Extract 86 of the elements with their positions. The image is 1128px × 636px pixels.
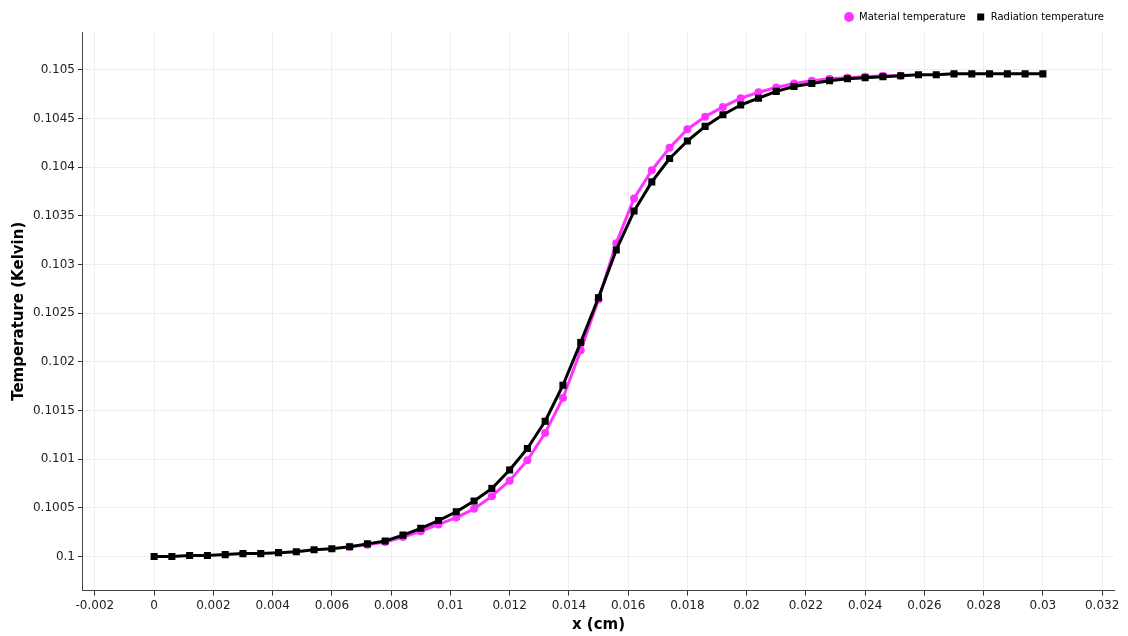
point — [292, 548, 300, 556]
point — [950, 70, 958, 78]
x-tick-label: 0 — [150, 597, 158, 612]
point — [612, 246, 620, 254]
point — [1039, 70, 1047, 78]
point — [310, 546, 318, 554]
x-tick-label: 0.028 — [966, 597, 1001, 612]
y-tick-label: 0.1035 — [32, 208, 75, 223]
x-tick-label: 0.016 — [610, 597, 646, 612]
point — [666, 154, 674, 163]
point — [559, 381, 567, 389]
point — [523, 444, 531, 453]
x-tick-label: 0.012 — [492, 597, 527, 612]
point — [328, 545, 336, 553]
x-tick-label: 0.026 — [907, 597, 942, 612]
point — [808, 80, 816, 88]
point — [648, 178, 656, 186]
x-tick-label: 0.03 — [1029, 597, 1057, 612]
point — [452, 508, 460, 516]
point — [630, 194, 639, 203]
y-tick-label: 0.104 — [40, 159, 75, 174]
point — [470, 497, 478, 505]
point — [719, 111, 727, 119]
point — [488, 484, 496, 492]
x-tick-label: 0.018 — [670, 597, 705, 612]
point — [772, 87, 780, 95]
legend-label: Radiation temperature — [990, 10, 1105, 22]
x-axis-title: x (cm) — [571, 614, 626, 633]
y-tick-label: 0.103 — [40, 256, 75, 271]
y-tick-label: 0.1005 — [32, 500, 75, 515]
point — [203, 552, 211, 560]
y-tick-label: 0.105 — [40, 62, 75, 77]
point — [523, 456, 532, 465]
y-tick-label: 0.101 — [40, 451, 75, 466]
point — [932, 71, 940, 79]
point — [150, 553, 158, 561]
point — [630, 207, 638, 215]
point — [274, 549, 283, 557]
point — [718, 102, 727, 111]
point — [968, 70, 976, 78]
point — [683, 125, 692, 134]
x-tick-label: 0.032 — [1084, 597, 1120, 612]
y-tick-label: 0.1045 — [32, 110, 75, 125]
point — [257, 550, 265, 558]
point — [506, 466, 514, 474]
x-tick-label: 0.02 — [733, 597, 760, 612]
point — [487, 492, 496, 501]
point — [470, 504, 479, 513]
point — [186, 552, 194, 560]
y-tick-label: 0.1015 — [32, 402, 75, 417]
point — [541, 417, 549, 425]
point — [701, 112, 710, 121]
x-tick-label: 0.006 — [314, 597, 350, 612]
point — [558, 393, 567, 402]
point — [505, 476, 514, 485]
point — [1003, 70, 1011, 78]
point — [914, 71, 922, 79]
x-tick-label: 0.024 — [847, 597, 883, 612]
point — [701, 122, 709, 130]
point — [754, 94, 763, 102]
point — [239, 550, 247, 558]
x-tick-label: 0.002 — [196, 597, 231, 612]
x-tick-label: 0.022 — [788, 597, 824, 612]
point — [665, 143, 674, 152]
point — [221, 551, 229, 559]
x-tick-label: 0.004 — [255, 597, 290, 612]
y-tick-label: 0.102 — [40, 354, 75, 369]
x-tick-label: 0.01 — [437, 597, 464, 612]
point — [1021, 70, 1029, 78]
point — [168, 553, 176, 561]
point — [647, 166, 656, 175]
point — [737, 101, 745, 109]
point — [986, 70, 994, 78]
x-tick-label: 0.014 — [551, 597, 587, 612]
point — [736, 94, 745, 103]
point — [434, 517, 443, 525]
y-axis-title: Temperature (Kelvin) — [8, 221, 27, 401]
y-tick-label: 0.1 — [55, 548, 75, 563]
x-tick-label: -0.002 — [75, 597, 115, 612]
y-tick-label: 0.1025 — [32, 305, 75, 320]
point — [417, 524, 425, 532]
point — [683, 137, 691, 145]
point — [541, 428, 550, 437]
x-tick-label: 0.008 — [373, 597, 409, 612]
point — [577, 338, 585, 346]
legend-label: Material temperature — [859, 10, 966, 22]
